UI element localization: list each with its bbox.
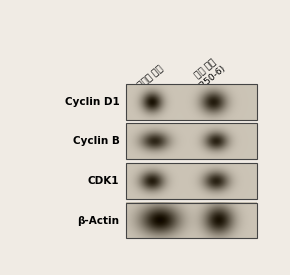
- Bar: [126, 203, 256, 238]
- Bar: [126, 203, 256, 238]
- Text: Cyclin D1: Cyclin D1: [65, 97, 119, 107]
- Text: Cyclin B: Cyclin B: [72, 136, 119, 146]
- Text: 가공 시편
(250-6): 가공 시편 (250-6): [190, 55, 227, 91]
- Bar: [126, 123, 256, 159]
- Text: CDK1: CDK1: [88, 176, 119, 186]
- Bar: [126, 84, 256, 120]
- Bar: [126, 163, 256, 199]
- Text: 가공전 시편: 가공전 시편: [136, 64, 165, 90]
- Text: β-Actin: β-Actin: [77, 216, 119, 225]
- Bar: [126, 123, 256, 159]
- Bar: [126, 84, 256, 120]
- Bar: [126, 163, 256, 199]
